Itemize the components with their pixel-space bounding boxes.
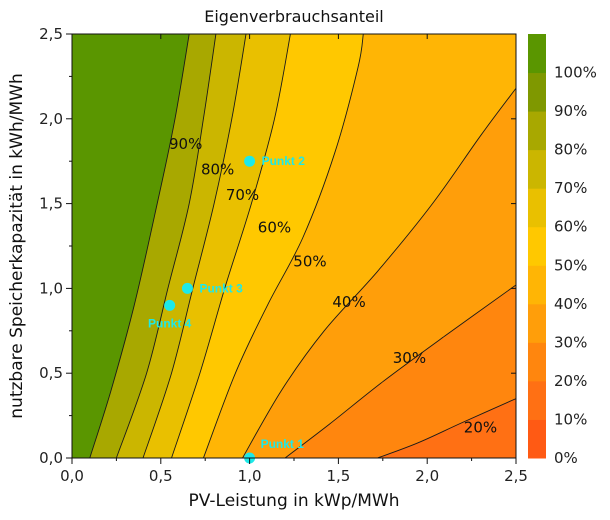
contour-line-90	[89, 34, 190, 458]
colorbar-label: 30%	[554, 333, 587, 351]
colorbar-label: 70%	[554, 179, 587, 197]
point-marker-4	[164, 299, 176, 311]
colorbar-label: 50%	[554, 256, 587, 274]
colorbar-swatch	[528, 188, 546, 228]
y-tick-label: 0,0	[39, 449, 63, 467]
point-marker-2	[244, 155, 256, 167]
colorbar-swatch	[528, 111, 546, 151]
colorbar-swatch	[528, 303, 546, 343]
contour-line-30	[284, 284, 516, 458]
colorbar-label: 20%	[554, 372, 587, 390]
x-tick-label: 0,5	[149, 467, 173, 485]
x-axis-title: PV-Leistung in kWp/MWh	[189, 491, 400, 511]
band-below-30	[285, 285, 516, 458]
y-tick-label: 2,5	[39, 25, 63, 43]
colorbar-swatch	[528, 265, 546, 305]
band-below-20	[377, 398, 516, 458]
x-tick-label: 2,5	[504, 467, 528, 485]
colorbar-label: 100%	[554, 64, 597, 82]
point-marker-3	[181, 282, 193, 294]
contour-label-40: 40%	[332, 293, 365, 311]
colorbar-swatch	[528, 342, 546, 382]
point-label-3: Punkt 3	[199, 281, 243, 295]
colorbar-swatch	[528, 380, 546, 420]
contour-label-50: 50%	[293, 252, 326, 270]
contour-line-70	[142, 34, 247, 458]
colorbar-swatch	[528, 72, 546, 112]
contour-label-30: 30%	[393, 349, 426, 367]
colorbar-label: 80%	[554, 141, 587, 159]
x-tick-label: 1,5	[326, 467, 350, 485]
colorbar-label: 40%	[554, 295, 587, 313]
colorbar-label: 60%	[554, 218, 587, 236]
y-tick-label: 1,0	[39, 279, 63, 297]
contour-line-60	[171, 34, 291, 458]
point-label-4: Punkt 4	[148, 316, 192, 330]
y-tick-label: 2,0	[39, 110, 63, 128]
colorbar-label: 0%	[554, 449, 578, 467]
y-axis-title: nutzbare Speicherkapazität in kWh/MWh	[7, 73, 27, 418]
contour-label-90: 90%	[169, 135, 202, 153]
chart-title: Eigenverbrauchsanteil	[204, 7, 384, 26]
colorbar-swatch	[528, 226, 546, 266]
y-tick-label: 1,5	[39, 195, 63, 213]
contour-line-40	[242, 88, 516, 458]
colorbar-swatch	[528, 419, 546, 459]
contour-line-20	[377, 398, 516, 458]
contour-label-20: 20%	[464, 418, 497, 436]
x-tick-label: 1,0	[238, 467, 262, 485]
x-tick-label: 0,0	[60, 467, 84, 485]
contour-line-80	[115, 34, 217, 458]
x-tick-label: 2,0	[415, 467, 439, 485]
point-label-2: Punkt 2	[262, 154, 306, 168]
colorbar-swatch	[528, 34, 546, 74]
colorbar-label: 90%	[554, 102, 587, 120]
contour-label-80: 80%	[201, 161, 234, 179]
contour-label-60: 60%	[258, 218, 291, 236]
contour-line-50	[202, 34, 364, 458]
y-tick-label: 0,5	[39, 364, 63, 382]
point-label-1: Punkt 1	[261, 437, 305, 451]
contour-label-70: 70%	[226, 186, 259, 204]
colorbar-swatch	[528, 149, 546, 189]
colorbar-label: 10%	[554, 410, 587, 428]
